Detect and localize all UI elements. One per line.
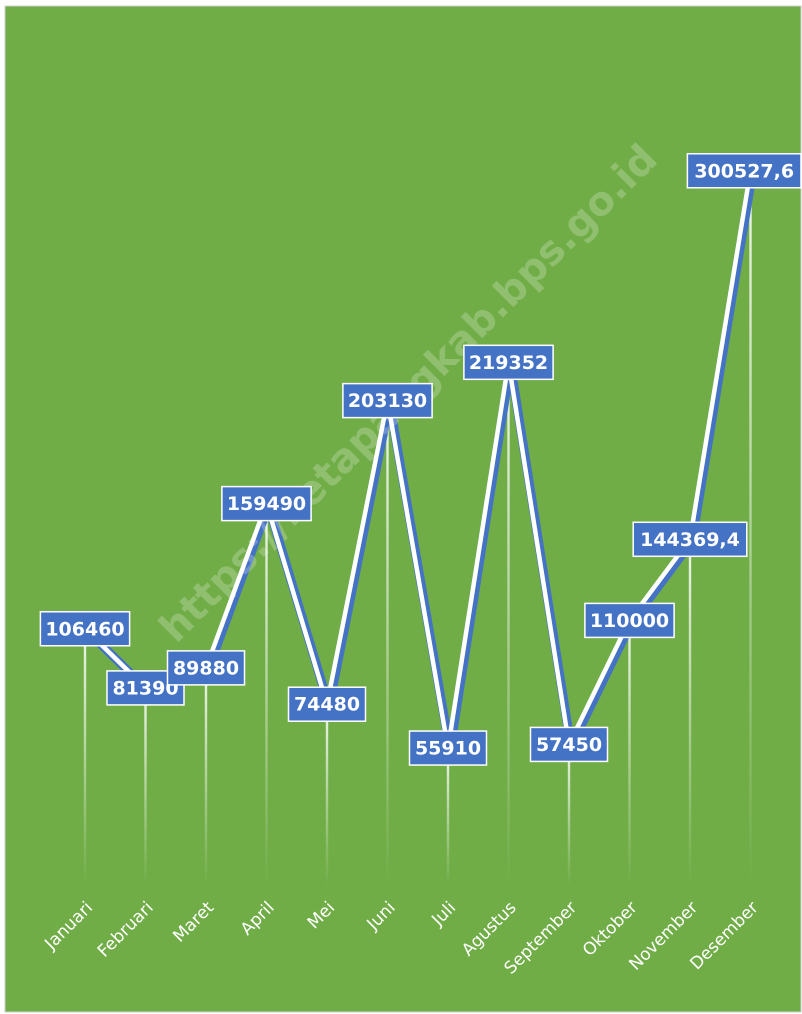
- drop-line: [204, 667, 208, 885]
- drop-line: [83, 628, 87, 885]
- data-label-box: [686, 153, 802, 189]
- drop-line: [446, 748, 450, 885]
- drop-lines: [83, 170, 752, 885]
- data-label: 89880: [173, 657, 239, 679]
- data-label-box: [463, 344, 554, 381]
- data-label: 144369,4: [640, 529, 740, 551]
- data-label-box: [529, 726, 609, 763]
- data-label: 159490: [227, 493, 306, 515]
- data-label-box: [584, 602, 675, 639]
- drop-line: [749, 170, 752, 885]
- drop-line: [507, 362, 510, 885]
- data-label-box: [408, 730, 488, 766]
- data-label-box: [39, 611, 131, 647]
- drop-line: [386, 400, 389, 885]
- data-label-box: [287, 686, 367, 722]
- drop-line: [265, 503, 268, 885]
- data-label-box: [632, 521, 748, 558]
- data-label: 55910: [415, 738, 481, 760]
- drop-line: [688, 539, 692, 885]
- data-label: 57450: [536, 734, 602, 756]
- data-label: 300527,6: [694, 160, 794, 182]
- data-label: 106460: [45, 618, 124, 640]
- data-label: 203130: [348, 390, 427, 412]
- drop-line: [144, 687, 147, 885]
- data-label: 81390: [112, 677, 178, 699]
- data-label: 110000: [590, 610, 669, 632]
- data-label: 219352: [469, 352, 548, 374]
- drop-line: [628, 620, 631, 885]
- data-label-box: [221, 485, 312, 522]
- drop-line: [325, 704, 329, 885]
- data-label-box: [106, 670, 185, 706]
- data-label-box: [342, 382, 433, 419]
- data-label: 74480: [294, 694, 360, 716]
- plot-background: [4, 5, 802, 1013]
- drop-line: [567, 744, 571, 885]
- data-label-box: [166, 650, 246, 686]
